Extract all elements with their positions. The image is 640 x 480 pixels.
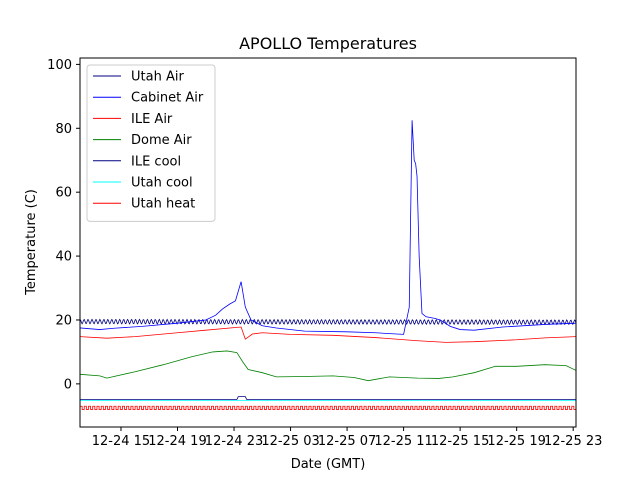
x-tick-label: 12-25 03 — [261, 434, 319, 449]
x-tick-label: 12-25 07 — [318, 434, 376, 449]
y-tick-label: 100 — [47, 58, 72, 73]
series-line-cabinet-air — [80, 120, 576, 335]
x-tick-label: 12-25 11 — [374, 434, 432, 449]
series-line-dome-air — [80, 350, 576, 382]
series-line-ile-cool — [80, 396, 576, 400]
y-tick-label: 0 — [64, 377, 72, 392]
series-line-utah-air — [80, 318, 576, 326]
y-tick-label: 60 — [55, 186, 72, 201]
legend-label: Dome Air — [131, 133, 192, 148]
y-tick-label: 80 — [55, 122, 72, 137]
series-line-ile-air — [80, 326, 576, 343]
x-tick-label: 12-24 23 — [205, 434, 263, 449]
chart-title: APOLLO Temperatures — [239, 34, 417, 53]
legend: Utah Air Cabinet Air ILE Air Dome Air ILE co… — [86, 64, 216, 222]
legend-label: ILE cool — [131, 154, 181, 169]
legend-label: ILE Air — [131, 112, 173, 127]
series-line-utah-heat — [80, 405, 576, 410]
plot-series — [80, 120, 576, 410]
legend-label: Utah heat — [131, 197, 195, 212]
y-tick-label: 40 — [55, 250, 72, 265]
y-tick-label: 20 — [55, 313, 72, 328]
legend-label: Utah Air — [131, 70, 184, 85]
x-tick-label: 12-25 15 — [431, 434, 489, 449]
x-tick-label: 12-24 15 — [92, 434, 150, 449]
legend-label: Utah cool — [131, 176, 193, 191]
x-tick-label: 12-25 23 — [544, 434, 602, 449]
x-tick-label: 12-25 19 — [487, 434, 545, 449]
x-tick-label: 12-24 19 — [148, 434, 206, 449]
plot-frame — [79, 57, 577, 428]
y-axis-label: Temperature (C) — [24, 189, 39, 296]
legend-label: Cabinet Air — [131, 91, 204, 106]
y-axis: 0 20 40 60 80 100 — [47, 58, 80, 392]
x-axis-label: Date (GMT) — [291, 457, 366, 472]
